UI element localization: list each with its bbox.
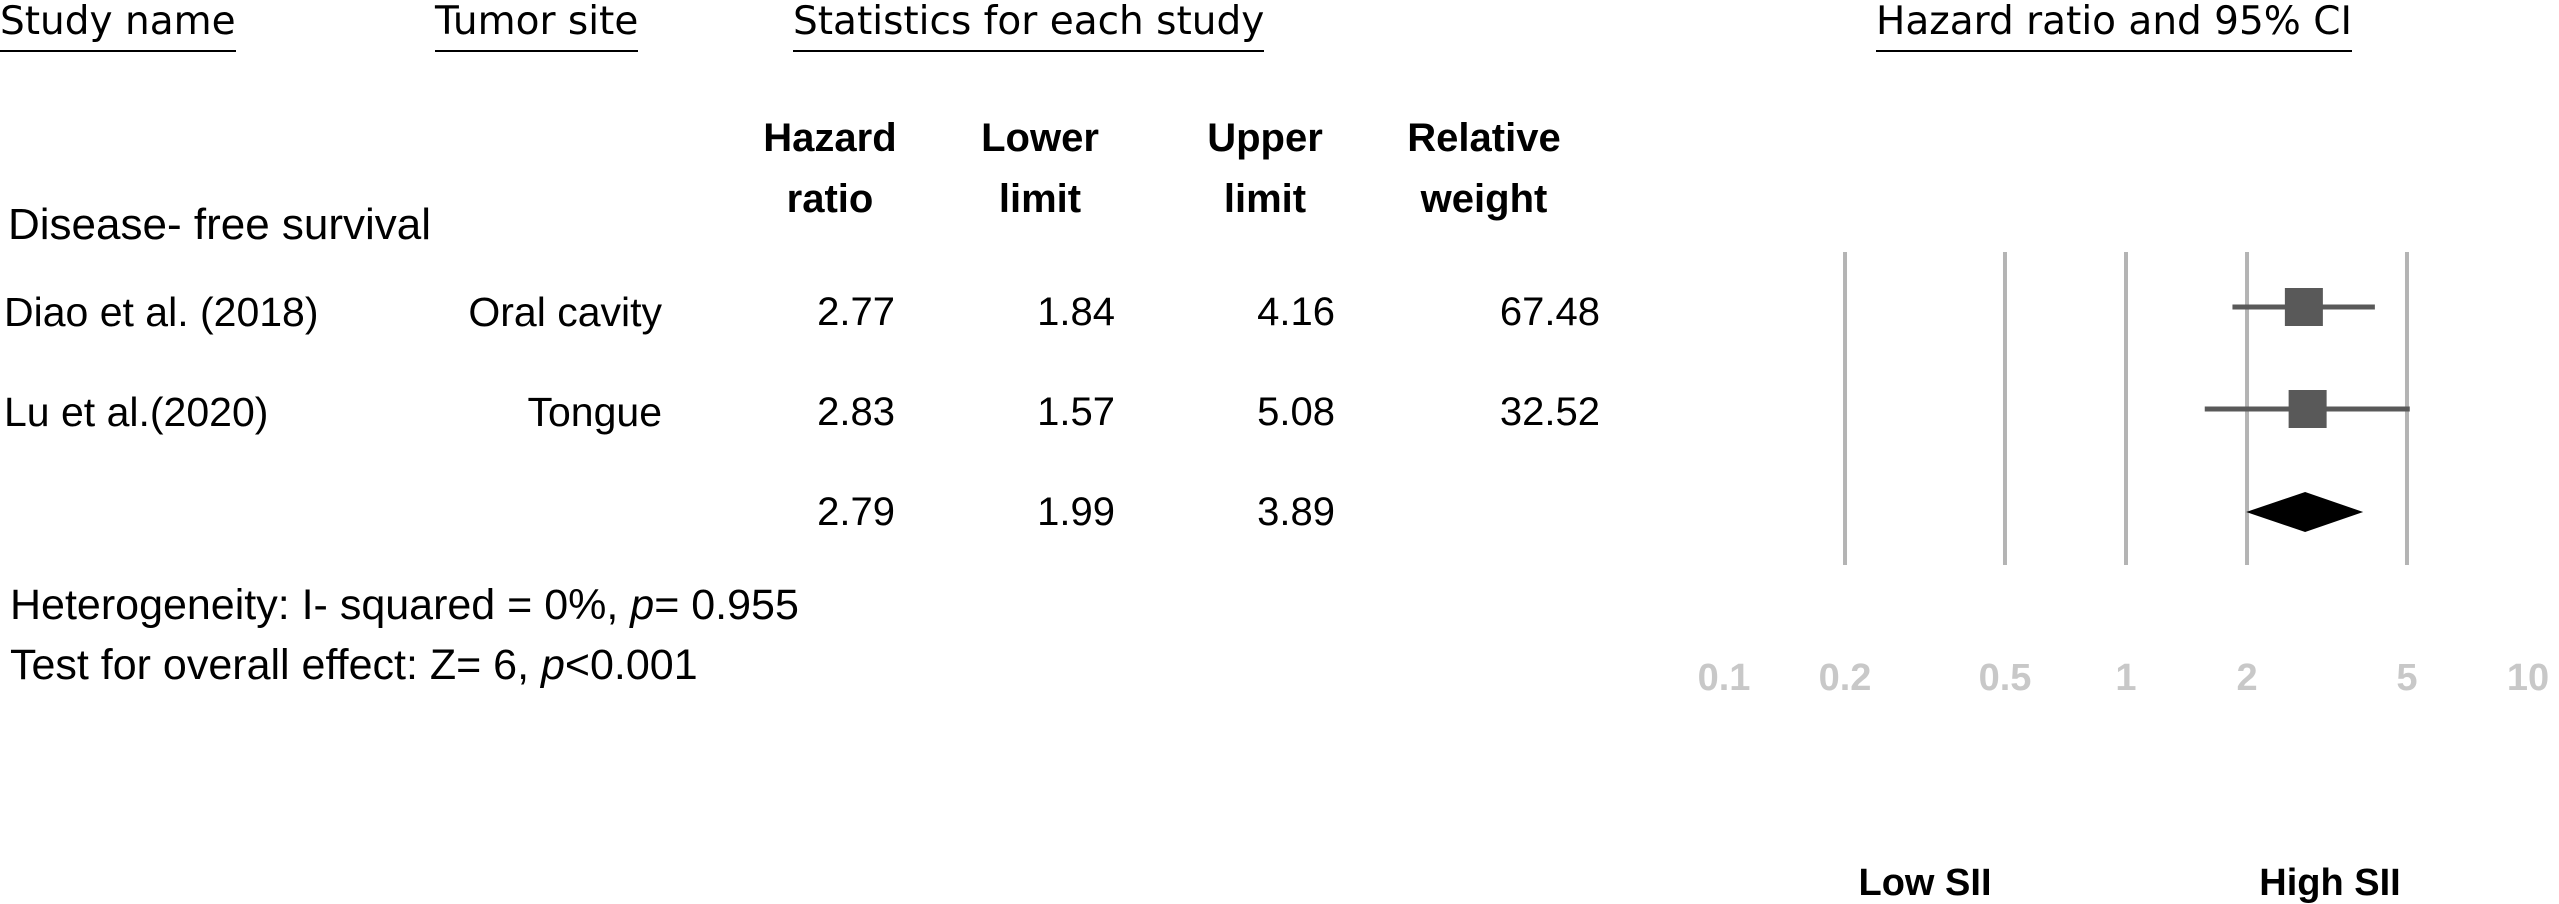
column-lower-limit: Lower limit <box>940 108 1140 230</box>
row-2-weight: 32.52 <box>1499 390 1600 434</box>
overall-effect-p-symbol: p <box>540 641 565 689</box>
header-tumor-site: Tumor site <box>435 0 639 52</box>
heterogeneity-p-symbol: p <box>630 581 655 629</box>
header-statistics: Statistics for each study <box>793 0 1265 52</box>
column-relative-weight: Relative weight <box>1374 108 1594 230</box>
overall-effect-p-value: <0.001 <box>564 641 698 689</box>
heterogeneity-prefix: Heterogeneity: I- squared = 0%, <box>10 581 631 629</box>
study-1-point-marker <box>2284 288 2323 326</box>
row-2-lower: 1.57 <box>1037 390 1115 434</box>
right-side-label: High SII <box>2259 862 2400 904</box>
pooled-hr: 2.79 <box>817 490 895 534</box>
pooled-diamond <box>2246 492 2364 532</box>
tick-label-0.5: 0.5 <box>1979 657 2032 699</box>
left-side-label: Low SII <box>1859 862 1992 904</box>
heterogeneity-text: Heterogeneity: I- squared = 0%, p= 0.955 <box>10 580 799 630</box>
row-2-study: Lu et al.(2020) <box>4 389 269 435</box>
column-upper-limit-line1: Upper <box>1207 116 1323 160</box>
column-hazard-ratio-line2: ratio <box>786 177 874 221</box>
tick-label-10: 10 <box>2507 657 2549 699</box>
overall-effect-prefix: Test for overall effect: Z= 6, <box>10 641 541 689</box>
row-2-site: Tongue <box>527 389 662 435</box>
tick-label-5: 5 <box>2396 657 2417 699</box>
header-study-name: Study name <box>0 0 236 52</box>
row-1-weight: 67.48 <box>1499 290 1600 334</box>
heterogeneity-p-value: = 0.955 <box>654 581 799 629</box>
column-lower-limit-line2: limit <box>998 177 1082 221</box>
pooled-lower: 1.99 <box>1037 490 1115 534</box>
column-relative-weight-line1: Relative <box>1407 116 1561 160</box>
row-2-upper: 5.08 <box>1257 390 1335 434</box>
column-hazard-ratio: Hazard ratio <box>730 108 930 230</box>
header-plot: Hazard ratio and 95% CI <box>1876 0 2352 52</box>
overall-effect-text: Test for overall effect: Z= 6, p<0.001 <box>10 640 698 690</box>
subgroup-label: Disease- free survival <box>8 200 432 249</box>
row-1-lower: 1.84 <box>1037 290 1115 334</box>
tick-label-2: 2 <box>2236 657 2257 699</box>
column-relative-weight-line2: weight <box>1420 177 1548 221</box>
study-markers <box>2204 288 2410 532</box>
row-2-hr: 2.83 <box>817 390 895 434</box>
row-1-study: Diao et al. (2018) <box>4 289 319 335</box>
tick-label-0.1: 0.1 <box>1698 657 1751 699</box>
pooled-upper: 3.89 <box>1257 490 1335 534</box>
column-hazard-ratio-line1: Hazard <box>763 116 897 160</box>
tick-label-0.2: 0.2 <box>1819 657 1872 699</box>
study-2-point-marker <box>2288 390 2327 428</box>
tick-label-1: 1 <box>2115 657 2136 699</box>
row-1-site: Oral cavity <box>468 289 662 335</box>
row-1-upper: 4.16 <box>1257 290 1335 334</box>
tick-labels: 0.1 0.2 0.5 1 2 5 10 <box>1698 657 2550 699</box>
row-1-hr: 2.77 <box>817 290 895 334</box>
column-upper-limit: Upper limit <box>1165 108 1365 230</box>
column-lower-limit-line1: Lower <box>981 116 1099 160</box>
column-upper-limit-line2: limit <box>1223 177 1307 221</box>
